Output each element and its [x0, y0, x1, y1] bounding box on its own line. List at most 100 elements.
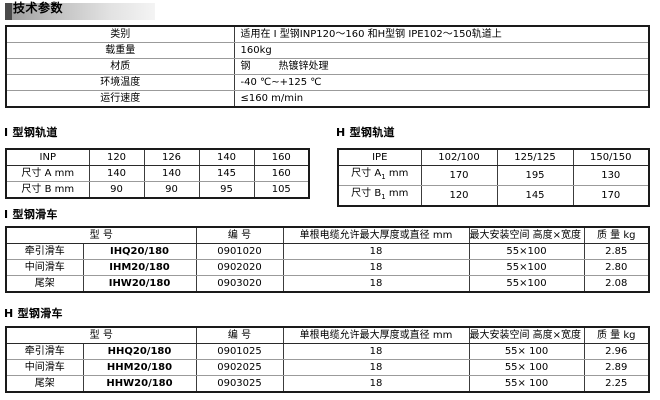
htrol-space-2: 55× 100: [468, 375, 585, 392]
heading-i-beam-track: I 型钢轨道: [4, 126, 58, 139]
itrol-mass-1: 2.80: [583, 259, 649, 276]
spec-value-temperature: -40 ℃~+125 ℃: [233, 74, 649, 91]
table-row: 型 号 编 号 单根电缆允许最大厚度或直径 mm 最大安装空间 高度×宽度 mm…: [6, 327, 649, 344]
htrol-cable-2: 18: [282, 375, 470, 392]
itrol-cable-1: 18: [282, 259, 470, 276]
itrol-space-0: 55×100: [468, 243, 585, 260]
htrol-header-mass: 质 量 kg: [583, 327, 649, 344]
heading-i-beam-trolley: I 型钢滑车: [4, 208, 58, 221]
spec-value-material: 钢 热镀锌处理: [233, 58, 649, 75]
itrol-name-2: 尾架: [6, 275, 84, 292]
table-row: 中间滑车 IHM20/180 0902020 18 55×100 2.80: [6, 259, 649, 276]
ipe-cell-0-2: 150/150: [572, 149, 649, 166]
htrol-code-2: 0903025: [195, 375, 284, 392]
table-row: 尾架 IHW20/180 0903020 18 55×100 2.08: [6, 275, 649, 292]
banner-marker: [5, 3, 12, 20]
inp-row-label-1: 尺寸 A mm: [6, 165, 90, 182]
inp-cell-0-2: 140: [198, 149, 255, 166]
page-title: 技术参数: [13, 1, 64, 15]
itrol-code-0: 0901020: [195, 243, 284, 260]
spec-value-load: 160kg: [233, 42, 649, 59]
ipe-label-2-main: 尺寸 B: [351, 188, 382, 199]
inp-cell-2-2: 95: [198, 181, 255, 198]
inp-row-label-0: INP: [6, 149, 90, 166]
ipe-row-label-1: 尺寸 A1 mm: [338, 165, 422, 186]
itrol-header-space: 最大安装空间 高度×宽度 mm: [468, 227, 585, 244]
inp-cell-2-3: 105: [253, 181, 309, 198]
table-row: 型 号 编 号 单根电缆允许最大厚度或直径 mm 最大安装空间 高度×宽度 mm…: [6, 227, 649, 244]
table-row: 环境温度 -40 ℃~+125 ℃: [6, 74, 649, 91]
itrol-header-code: 编 号: [195, 227, 284, 244]
htrol-name-2: 尾架: [6, 375, 84, 392]
spec-value-speed: ≤160 m/min: [233, 90, 649, 107]
spec-label-load: 载重量: [6, 42, 235, 59]
heading-h-beam-trolley: H 型钢滑车: [4, 307, 63, 320]
table-row: 尺寸 A1 mm 170 195 130: [338, 165, 649, 186]
ipe-row-label-0: IPE: [338, 149, 422, 166]
htrol-cable-1: 18: [282, 359, 470, 376]
itrol-header-model: 型 号: [6, 227, 197, 244]
htrol-header-space: 最大安装空间 高度×宽度 mm: [468, 327, 585, 344]
ipe-label-1-sub: 1: [381, 173, 386, 181]
h-beam-trolley-table: 型 号 编 号 单根电缆允许最大厚度或直径 mm 最大安装空间 高度×宽度 mm…: [5, 326, 650, 393]
htrol-model-2: HHW20/180: [82, 375, 197, 392]
htrol-code-0: 0901025: [195, 343, 284, 360]
htrol-header-model: 型 号: [6, 327, 197, 344]
table-row: 材质 钢 热镀锌处理: [6, 58, 649, 75]
inp-row-label-2: 尺寸 B mm: [6, 181, 90, 198]
material-treatment: 热镀锌处理: [278, 61, 329, 72]
spec-label-material: 材质: [6, 58, 235, 75]
table-row: 尾架 HHW20/180 0903025 18 55× 100 2.25: [6, 375, 649, 392]
itrol-mass-0: 2.85: [583, 243, 649, 260]
table-row: 尺寸 B1 mm 120 145 170: [338, 185, 649, 206]
ipe-row-label-2: 尺寸 B1 mm: [338, 185, 422, 206]
ipe-label-1-main: 尺寸 A: [351, 168, 382, 179]
table-row: 运行速度 ≤160 m/min: [6, 90, 649, 107]
ipe-cell-0-0: 102/100: [420, 149, 498, 166]
spec-value-category: 适用在 I 型钢INP120～160 和H型钢 IPE102～150轨道上: [233, 26, 649, 43]
htrol-space-0: 55× 100: [468, 343, 585, 360]
ipe-cell-1-1: 195: [496, 165, 574, 186]
h-beam-track-table: IPE 102/100 125/125 150/150 尺寸 A1 mm 170…: [337, 148, 650, 207]
htrol-code-1: 0902025: [195, 359, 284, 376]
section-banner: [5, 3, 155, 20]
heading-h-beam-track: H 型钢轨道: [336, 126, 395, 139]
itrol-space-2: 55×100: [468, 275, 585, 292]
inp-cell-1-0: 140: [88, 165, 145, 182]
inp-cell-0-3: 160: [253, 149, 309, 166]
table-row: 尺寸 B mm 90 90 95 105: [6, 181, 309, 198]
itrol-cable-0: 18: [282, 243, 470, 260]
htrol-name-1: 中间滑车: [6, 359, 84, 376]
technical-parameters-table: 类别 适用在 I 型钢INP120～160 和H型钢 IPE102～150轨道上…: [5, 25, 650, 108]
table-row: IPE 102/100 125/125 150/150: [338, 149, 649, 166]
htrol-model-1: HHM20/180: [82, 359, 197, 376]
itrol-cable-2: 18: [282, 275, 470, 292]
htrol-mass-0: 2.96: [583, 343, 649, 360]
itrol-name-0: 牵引滑车: [6, 243, 84, 260]
ipe-cell-0-1: 125/125: [496, 149, 574, 166]
htrol-cable-0: 18: [282, 343, 470, 360]
ipe-cell-1-0: 170: [420, 165, 498, 186]
itrol-code-2: 0903020: [195, 275, 284, 292]
i-beam-track-table: INP 120 126 140 160 尺寸 A mm 140 140 145 …: [5, 148, 310, 199]
itrol-space-1: 55×100: [468, 259, 585, 276]
inp-cell-2-1: 90: [143, 181, 200, 198]
htrol-mass-2: 2.25: [583, 375, 649, 392]
ipe-cell-2-2: 170: [572, 185, 649, 206]
ipe-cell-2-0: 120: [420, 185, 498, 206]
table-row: 牵引滑车 HHQ20/180 0901025 18 55× 100 2.96: [6, 343, 649, 360]
inp-cell-0-0: 120: [88, 149, 145, 166]
htrol-space-1: 55× 100: [468, 359, 585, 376]
ipe-label-2-sub: 1: [381, 193, 386, 201]
itrol-header-mass: 质 量 kg: [583, 227, 649, 244]
inp-cell-1-1: 140: [143, 165, 200, 182]
itrol-model-1: IHM20/180: [82, 259, 197, 276]
material-primary: 钢: [240, 61, 251, 72]
inp-cell-0-1: 126: [143, 149, 200, 166]
ipe-cell-1-2: 130: [572, 165, 649, 186]
htrol-name-0: 牵引滑车: [6, 343, 84, 360]
htrol-model-0: HHQ20/180: [82, 343, 197, 360]
inp-cell-1-2: 145: [198, 165, 255, 182]
table-row: 牵引滑车 IHQ20/180 0901020 18 55×100 2.85: [6, 243, 649, 260]
